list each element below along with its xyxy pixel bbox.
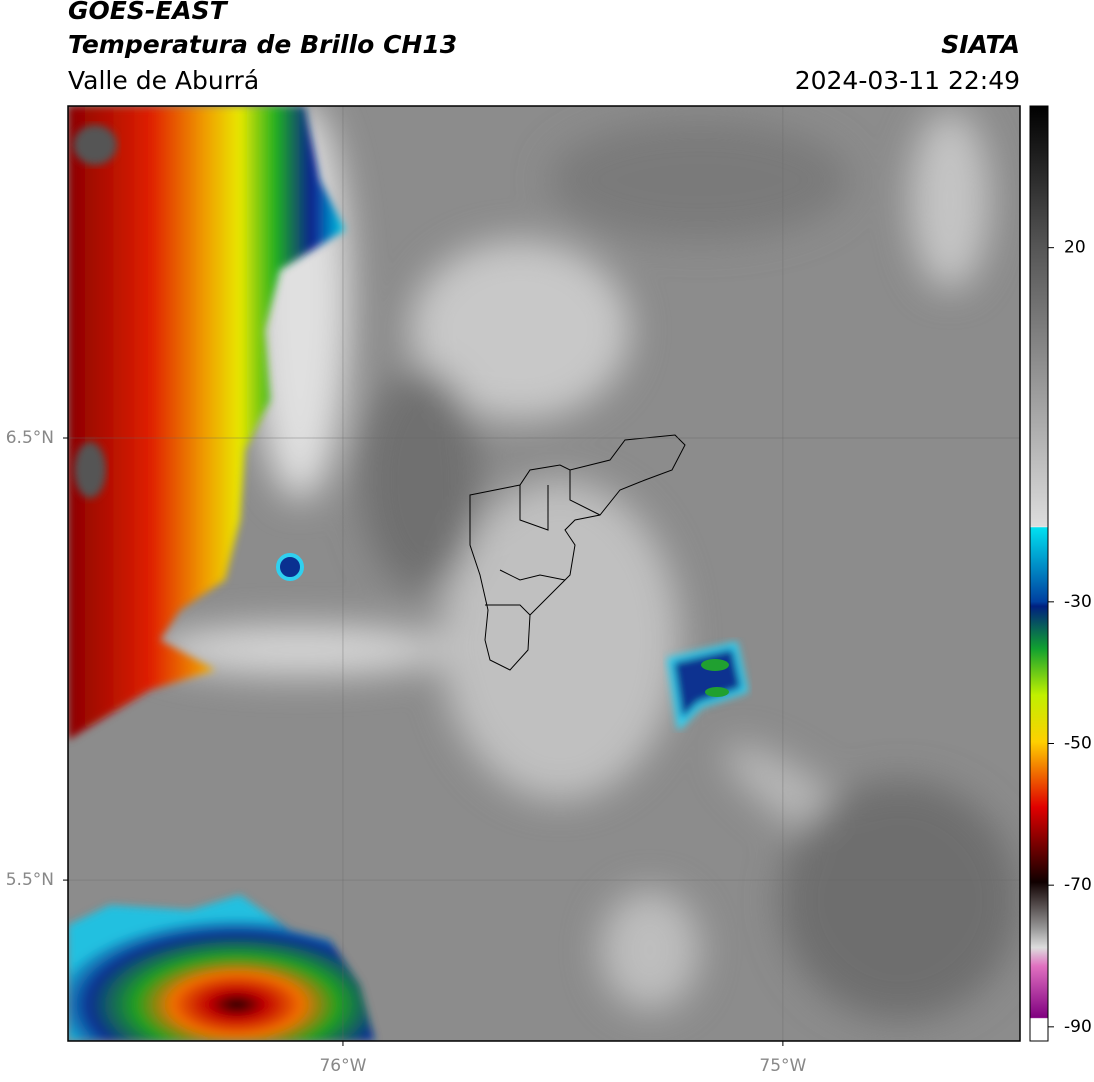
x-tick-label: 75°W: [759, 1056, 806, 1076]
title: GOES-EAST: [68, 0, 229, 25]
satellite-image: [68, 106, 1020, 1041]
grid: [68, 106, 1020, 1041]
colorbar-tick-label: -50: [1064, 734, 1092, 754]
colorbar-tick-label: 20: [1064, 238, 1086, 258]
colorbar-tick-label: -70: [1064, 875, 1092, 895]
region: Valle de Aburrá: [68, 66, 259, 95]
source: SIATA: [941, 30, 1020, 59]
colorbar-tick-label: -30: [1064, 592, 1092, 612]
datetime: 2024-03-11 22:49: [795, 66, 1020, 95]
map-frame: [67, 105, 1021, 1042]
x-tick-label: 76°W: [319, 1056, 366, 1076]
y-tick-label: 5.5°N: [6, 870, 54, 890]
subtitle: Temperatura de Brillo CH13: [68, 30, 457, 59]
y-tick-label: 6.5°N: [6, 428, 54, 448]
colorbar: [1029, 105, 1049, 1042]
colorbar-tick-label: -90: [1064, 1017, 1092, 1037]
